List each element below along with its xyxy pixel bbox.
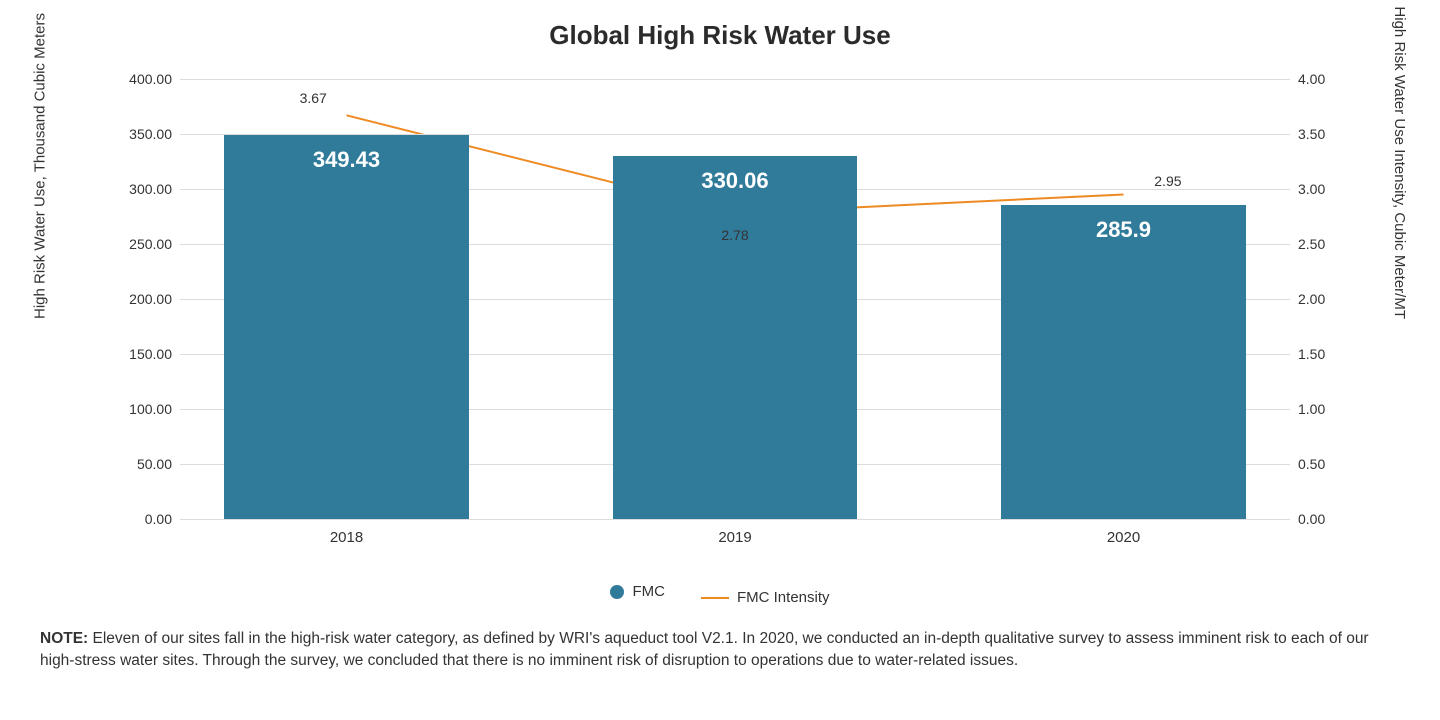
y-right-tick: 1.50 bbox=[1298, 346, 1325, 362]
legend-item: FMC Intensity bbox=[701, 589, 830, 606]
line-point-label: 3.67 bbox=[300, 90, 327, 106]
bar: 330.06 bbox=[613, 156, 857, 519]
line-point-label: 2.95 bbox=[1154, 173, 1181, 189]
y-right-tick: 2.50 bbox=[1298, 236, 1325, 252]
chart-area: High Risk Water Use, Thousand Cubic Mete… bbox=[50, 69, 1390, 569]
y-left-tick: 300.00 bbox=[129, 181, 172, 197]
y-right-tick: 0.00 bbox=[1298, 511, 1325, 527]
legend-label: FMC Intensity bbox=[737, 589, 830, 606]
y-left-tick: 200.00 bbox=[129, 291, 172, 307]
x-tick: 2020 bbox=[1107, 529, 1140, 546]
footnote: NOTE: Eleven of our sites fall in the hi… bbox=[40, 628, 1400, 673]
gridline bbox=[180, 79, 1290, 80]
bar-value-label: 330.06 bbox=[701, 168, 768, 194]
y-left-tick: 100.00 bbox=[129, 401, 172, 417]
bar: 349.43 bbox=[224, 135, 468, 519]
legend: FMC FMC Intensity bbox=[40, 583, 1400, 606]
line-point-label: 2.78 bbox=[721, 227, 748, 243]
y-right-tick: 0.50 bbox=[1298, 456, 1325, 472]
y-right-tick: 1.00 bbox=[1298, 401, 1325, 417]
y-left-tick: 50.00 bbox=[137, 456, 172, 472]
footnote-text: Eleven of our sites fall in the high-ris… bbox=[40, 630, 1369, 669]
y-left-tick: 250.00 bbox=[129, 236, 172, 252]
gridline bbox=[180, 519, 1290, 520]
y-right-tick: 2.00 bbox=[1298, 291, 1325, 307]
bar-value-label: 285.9 bbox=[1096, 217, 1151, 243]
legend-label: FMC bbox=[632, 583, 665, 600]
y-right-tick: 4.00 bbox=[1298, 71, 1325, 87]
legend-item: FMC bbox=[610, 583, 665, 600]
y-left-axis-label: High Risk Water Use, Thousand Cubic Mete… bbox=[32, 13, 49, 319]
y-right-tick: 3.50 bbox=[1298, 126, 1325, 142]
y-left-tick: 150.00 bbox=[129, 346, 172, 362]
y-right-tick: 3.00 bbox=[1298, 181, 1325, 197]
x-tick: 2019 bbox=[718, 529, 751, 546]
chart-title: Global High Risk Water Use bbox=[40, 20, 1400, 51]
y-left-tick: 0.00 bbox=[145, 511, 172, 527]
y-left-tick: 400.00 bbox=[129, 71, 172, 87]
y-left-tick: 350.00 bbox=[129, 126, 172, 142]
footnote-prefix: NOTE: bbox=[40, 630, 88, 647]
plot-region: 0.0050.00100.00150.00200.00250.00300.003… bbox=[180, 79, 1290, 519]
bar-value-label: 349.43 bbox=[313, 147, 380, 173]
legend-line-icon bbox=[701, 597, 729, 599]
legend-dot-icon bbox=[610, 585, 624, 599]
bar: 285.9 bbox=[1001, 205, 1245, 519]
y-right-axis-label: High Risk Water Use Intensity, Cubic Met… bbox=[1392, 6, 1409, 319]
x-tick: 2018 bbox=[330, 529, 363, 546]
